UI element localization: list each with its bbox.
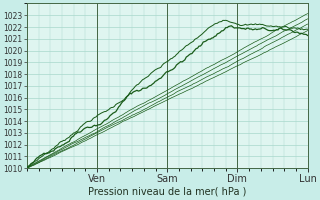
- X-axis label: Pression niveau de la mer( hPa ): Pression niveau de la mer( hPa ): [88, 187, 246, 197]
